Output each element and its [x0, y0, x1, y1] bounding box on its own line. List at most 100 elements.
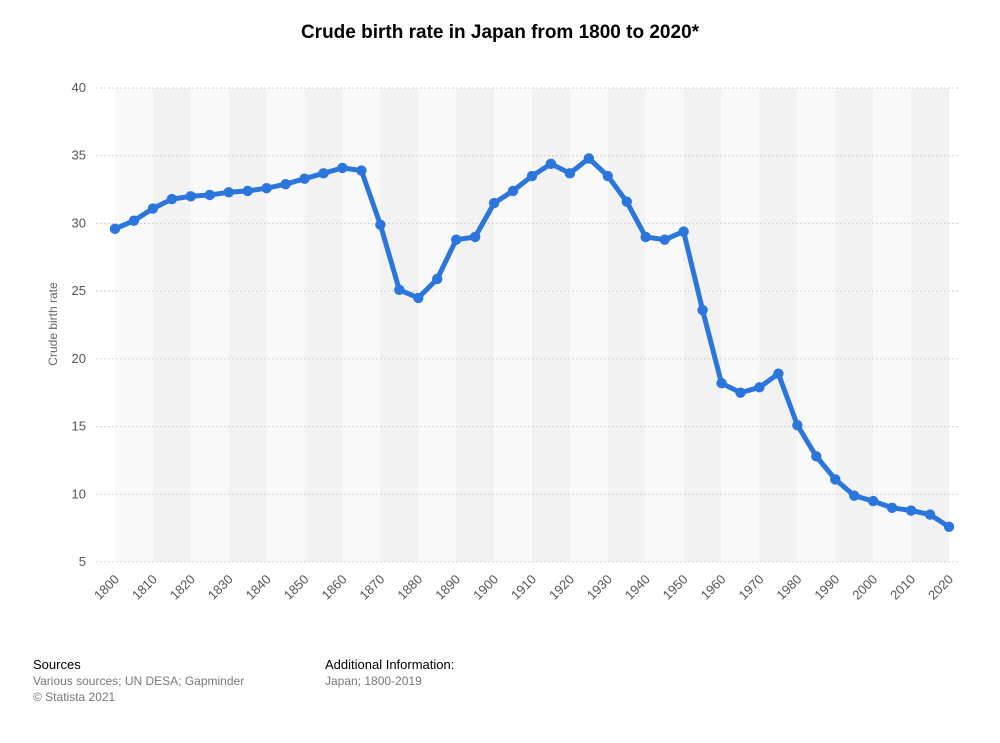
y-axis-label: Crude birth rate	[46, 282, 60, 366]
data-point	[413, 292, 424, 304]
data-point	[394, 284, 405, 295]
y-tick-label: 40	[72, 80, 86, 95]
x-tick-label: 2000	[849, 572, 880, 603]
data-point	[754, 382, 765, 393]
x-tick-label: 1850	[281, 572, 312, 603]
decade-band	[683, 88, 722, 562]
decade-band	[494, 88, 532, 562]
data-point	[166, 193, 178, 205]
sources-block: Sources Various sources; UN DESA; Gapmin…	[33, 657, 244, 705]
background-bands	[115, 88, 949, 562]
data-point	[678, 226, 689, 237]
x-tick-label: 1860	[319, 572, 350, 603]
decade-band	[342, 88, 381, 562]
decade-band	[797, 88, 836, 562]
data-point	[564, 168, 576, 179]
decade-band	[759, 88, 798, 562]
decade-band	[304, 88, 343, 562]
x-tick-label: 1900	[470, 572, 501, 603]
data-point	[716, 378, 727, 389]
data-point	[792, 420, 803, 431]
x-tick-label: 2010	[887, 572, 918, 603]
sources-text: Various sources; UN DESA; Gapminder	[33, 674, 245, 688]
data-point	[375, 219, 386, 230]
sources-heading: Sources	[33, 657, 81, 672]
decade-band	[607, 88, 646, 562]
decade-band	[456, 88, 495, 562]
data-point	[583, 153, 595, 164]
grid-lines	[96, 87, 960, 563]
data-point	[356, 165, 367, 176]
y-tick-label: 15	[72, 419, 86, 434]
x-tick-label: 1940	[622, 572, 653, 603]
data-point	[905, 505, 917, 516]
data-point	[735, 387, 746, 398]
x-tick-label: 1920	[546, 572, 577, 603]
decade-band	[380, 88, 419, 562]
y-tick-label: 25	[72, 283, 86, 298]
additional-info-heading: Additional Information:	[325, 657, 455, 672]
decade-band	[911, 88, 949, 562]
x-tick-label: 2020	[925, 572, 956, 603]
decade-band	[645, 88, 684, 562]
x-tick-label: 1910	[508, 572, 539, 603]
data-point	[811, 451, 822, 462]
x-tick-label: 1950	[660, 572, 691, 603]
decade-band	[190, 88, 229, 562]
data-point	[204, 189, 215, 201]
data-point	[469, 231, 481, 243]
data-point	[488, 197, 500, 209]
data-point	[773, 368, 784, 379]
data-point	[621, 196, 632, 207]
x-tick-label: 1930	[584, 572, 615, 603]
x-tick-label: 1970	[736, 572, 767, 603]
data-point	[943, 521, 955, 532]
data-point	[659, 234, 670, 245]
decade-band	[721, 88, 760, 562]
copyright-text: © Statista 2021	[33, 690, 116, 704]
data-point	[526, 170, 538, 182]
x-tick-label: 1890	[432, 572, 463, 603]
data-point	[299, 173, 310, 184]
data-point	[830, 474, 841, 485]
x-tick-label: 1870	[356, 572, 387, 603]
data-point	[185, 191, 197, 202]
data-point	[924, 509, 936, 520]
y-tick-label: 10	[72, 486, 86, 501]
x-tick-label: 1840	[243, 572, 274, 603]
data-point	[867, 495, 879, 507]
data-point	[318, 168, 329, 179]
x-tick-label: 1990	[811, 572, 842, 603]
x-tick-label: 1960	[698, 572, 729, 603]
data-point	[242, 185, 253, 197]
data-point	[545, 158, 557, 170]
additional-info-text: Japan; 1800-2019	[325, 674, 422, 688]
y-tick-label: 5	[79, 554, 86, 569]
decade-band	[418, 88, 457, 562]
data-point	[450, 234, 462, 245]
x-axis-ticks: 1800 1810 1820 1830 1840 1850 1860 1870 1880 1890…	[91, 572, 956, 603]
data-point	[507, 185, 519, 197]
x-tick-label: 1820	[167, 572, 198, 603]
data-point	[886, 502, 898, 514]
y-tick-label: 30	[72, 215, 86, 230]
decade-band	[152, 88, 191, 562]
decade-band	[873, 88, 912, 562]
data-point	[602, 170, 614, 182]
data-point	[147, 203, 159, 214]
x-tick-label: 1880	[394, 572, 425, 603]
data-point	[128, 215, 140, 226]
data-points	[109, 153, 955, 532]
chart-title: Crude birth rate in Japan from 1800 to 2…	[300, 22, 700, 43]
additional-info-block: Additional Information: Japan; 1800-2019	[325, 657, 454, 689]
x-tick-label: 1830	[205, 572, 236, 603]
data-point	[109, 223, 121, 235]
data-point	[261, 183, 272, 194]
y-tick-label: 20	[72, 351, 86, 366]
x-tick-label: 1800	[91, 572, 122, 603]
data-point	[849, 490, 860, 501]
data-point	[223, 187, 234, 198]
y-tick-label: 35	[72, 148, 86, 163]
decade-band	[115, 88, 153, 562]
